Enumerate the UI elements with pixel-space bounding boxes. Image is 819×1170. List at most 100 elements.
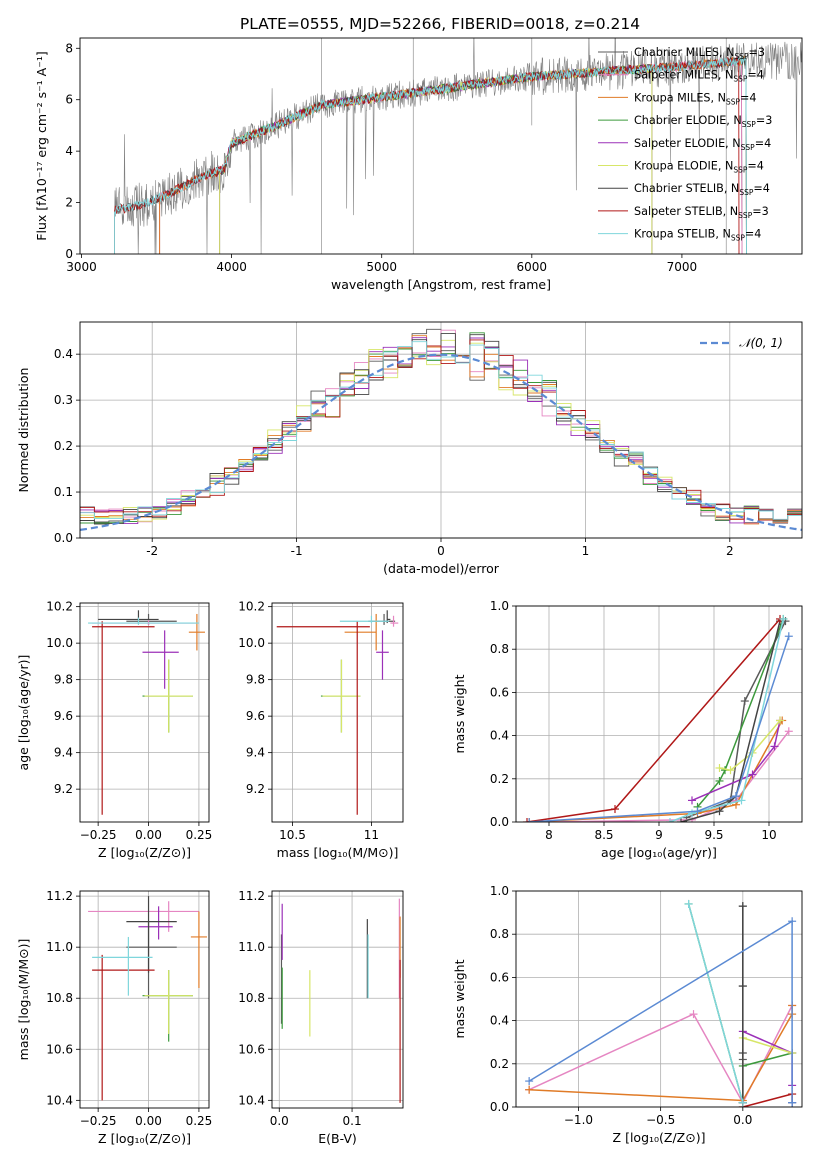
- plus-marker: [688, 809, 696, 818]
- y-tick-label: 8: [65, 41, 73, 55]
- histogram-legend: 𝒩(0, 1): [700, 336, 783, 350]
- y-tick-label: 2: [65, 196, 73, 210]
- x-tick-label: 4000: [216, 260, 247, 274]
- grid-age-vs-mass: [272, 603, 403, 822]
- x-tick-label: 9: [655, 828, 663, 842]
- mass-weight-line: [529, 635, 790, 822]
- y-tick-label: 1.0: [490, 599, 509, 613]
- axes-mass-weight-vs-metallicity: −1.0 −0.5 0.0 0.0 0.2 0.4 0.6 0.8 1.0 Z [log₁₀(Z/…: [452, 884, 803, 1145]
- y-tick-label: 0.2: [490, 772, 509, 786]
- spectrum-legend: Chabrier MILES, NSSP=3 Salpeter MILES, NS…: [598, 46, 772, 243]
- mass-weight-line: [529, 720, 783, 822]
- y-tick-label: 0.4: [54, 347, 73, 361]
- plus-marker: [689, 1010, 698, 1019]
- axes-frame: [79, 37, 803, 255]
- axes-mass-weight-vs-age: 8 8.5 9 9.5 10 0.0 0.2 0.4 0.6 0.8 1.0 age [log₁₀(a…: [452, 599, 803, 860]
- x-tick-label: 5000: [366, 260, 397, 274]
- plus-marker: [732, 792, 740, 801]
- plot-area-mass-weight-vs-metallicity: [525, 899, 797, 1107]
- errorbar-point: [88, 617, 199, 625]
- plus-marker: [776, 716, 784, 725]
- plot-area-mass-weight-vs-age: [523, 614, 793, 822]
- x-tick-label: 0.25: [186, 1114, 213, 1128]
- x-tick-label: -1: [291, 544, 303, 558]
- grid-mass-vs-extinction: [272, 891, 403, 1108]
- plot-area-mass-vs-metallicity: [88, 896, 207, 1101]
- axes-frame: [79, 602, 210, 823]
- errorbar-point: [138, 906, 173, 940]
- x-tick-label: 10: [761, 828, 776, 842]
- x-axis-label: Z [log₁₀(Z/Z⊙)]: [613, 1130, 706, 1145]
- x-tick-label: −1.0: [564, 1113, 593, 1127]
- y-tick-label: 11.2: [46, 889, 73, 903]
- errorbar-point: [344, 613, 377, 651]
- plot-area-mass-vs-extinction: [280, 898, 401, 1103]
- y-tick-label: 0.4: [490, 1014, 509, 1028]
- x-axis-label: Z [log₁₀(Z/Z⊙)]: [98, 1131, 191, 1146]
- x-tick-label: 2: [726, 544, 734, 558]
- axes-frame: [79, 321, 803, 539]
- y-axis-label: mass weight: [452, 959, 467, 1038]
- axes-frame: [79, 890, 210, 1109]
- legend-entry: Chabrier ELODIE, NSSP=3: [634, 114, 772, 129]
- spectrum-model-line: [114, 55, 747, 254]
- y-tick-label: 10.8: [46, 991, 73, 1005]
- legend-entry: Salpeter ELODIE, NSSP=4: [634, 137, 771, 152]
- errorbar-point: [276, 621, 370, 815]
- y-tick-label: 0.2: [54, 439, 73, 453]
- plot-area-residual-histogram: [80, 328, 802, 531]
- axes-frame: [271, 890, 404, 1109]
- x-axis-label: age [log₁₀(age/yr)]: [601, 845, 717, 860]
- x-axis-label: Z [log₁₀(Z/Z⊙)]: [98, 845, 191, 860]
- y-tick-label: 10.2: [46, 600, 73, 614]
- errorbar-point: [322, 659, 361, 733]
- axes-frame: [515, 605, 803, 823]
- mass-weight-line: [528, 1005, 793, 1105]
- normal-curve: [80, 353, 802, 531]
- errorbar-point: [92, 936, 153, 996]
- x-tick-label: -2: [146, 544, 158, 558]
- y-tick-label: 9.4: [246, 746, 265, 760]
- y-tick-label: 9.2: [246, 782, 265, 796]
- x-tick-label: 0: [437, 544, 445, 558]
- y-tick-label: 10.6: [238, 1042, 265, 1056]
- y-tick-label: 0.4: [490, 729, 509, 743]
- figure-title: PLATE=0555, MJD=52266, FIBERID=0018, z=0…: [240, 15, 640, 33]
- errorbar-point: [142, 630, 179, 689]
- y-tick-label: 11.0: [46, 940, 73, 954]
- plus-marker: [715, 807, 724, 816]
- x-tick-label: 0.00: [135, 1114, 162, 1128]
- y-tick-label: 0.1: [54, 485, 73, 499]
- legend-entry: Salpeter STELIB, NSSP=3: [634, 205, 769, 220]
- axes-frame: [515, 890, 803, 1108]
- y-tick-label: 9.6: [246, 709, 265, 723]
- axes-age-vs-metallicity: −0.25 0.00 0.25 9.2 9.4 9.6 9.8 10.0 10.2 Z [log₁…: [16, 600, 212, 860]
- plus-marker: [738, 902, 747, 911]
- axes-mass-vs-extinction: 0.0 0.1 10.4 10.6 10.8 11.0 11.2 E(B-V): [238, 889, 404, 1146]
- y-tick-label: 10.2: [238, 600, 265, 614]
- x-tick-label: −0.25: [80, 828, 117, 842]
- x-tick-label: 11: [364, 828, 379, 842]
- plus-marker: [688, 796, 696, 805]
- plus-marker: [715, 764, 724, 772]
- errorbar-point: [390, 615, 399, 627]
- legend-entry: Kroupa ELODIE, NSSP=4: [634, 160, 764, 175]
- plot-area-age-vs-metallicity: [88, 610, 205, 815]
- x-tick-label: 0.25: [186, 828, 213, 842]
- plus-marker: [738, 1098, 747, 1107]
- y-tick-label: 10.4: [238, 1093, 265, 1107]
- y-tick-label: 4: [65, 144, 73, 158]
- plus-marker: [737, 796, 746, 805]
- legend-entry: Chabrier MILES, NSSP=3: [634, 46, 765, 61]
- legend-entry: Kroupa MILES, NSSP=4: [634, 91, 757, 106]
- x-axis-label: wavelength [Angstrom, rest frame]: [331, 277, 551, 292]
- x-axis-label: E(B-V): [318, 1131, 357, 1146]
- y-tick-label: 9.6: [54, 709, 73, 723]
- x-tick-label: −0.5: [646, 1113, 675, 1127]
- y-axis-label: Flux [fλ10⁻¹⁷ erg cm⁻² s⁻¹ A⁻¹]: [34, 51, 49, 240]
- errorbar-point: [190, 911, 207, 989]
- y-tick-label: 1.0: [490, 884, 509, 898]
- x-tick-label: 10.5: [279, 828, 306, 842]
- grid-age-vs-metallicity: [80, 603, 209, 822]
